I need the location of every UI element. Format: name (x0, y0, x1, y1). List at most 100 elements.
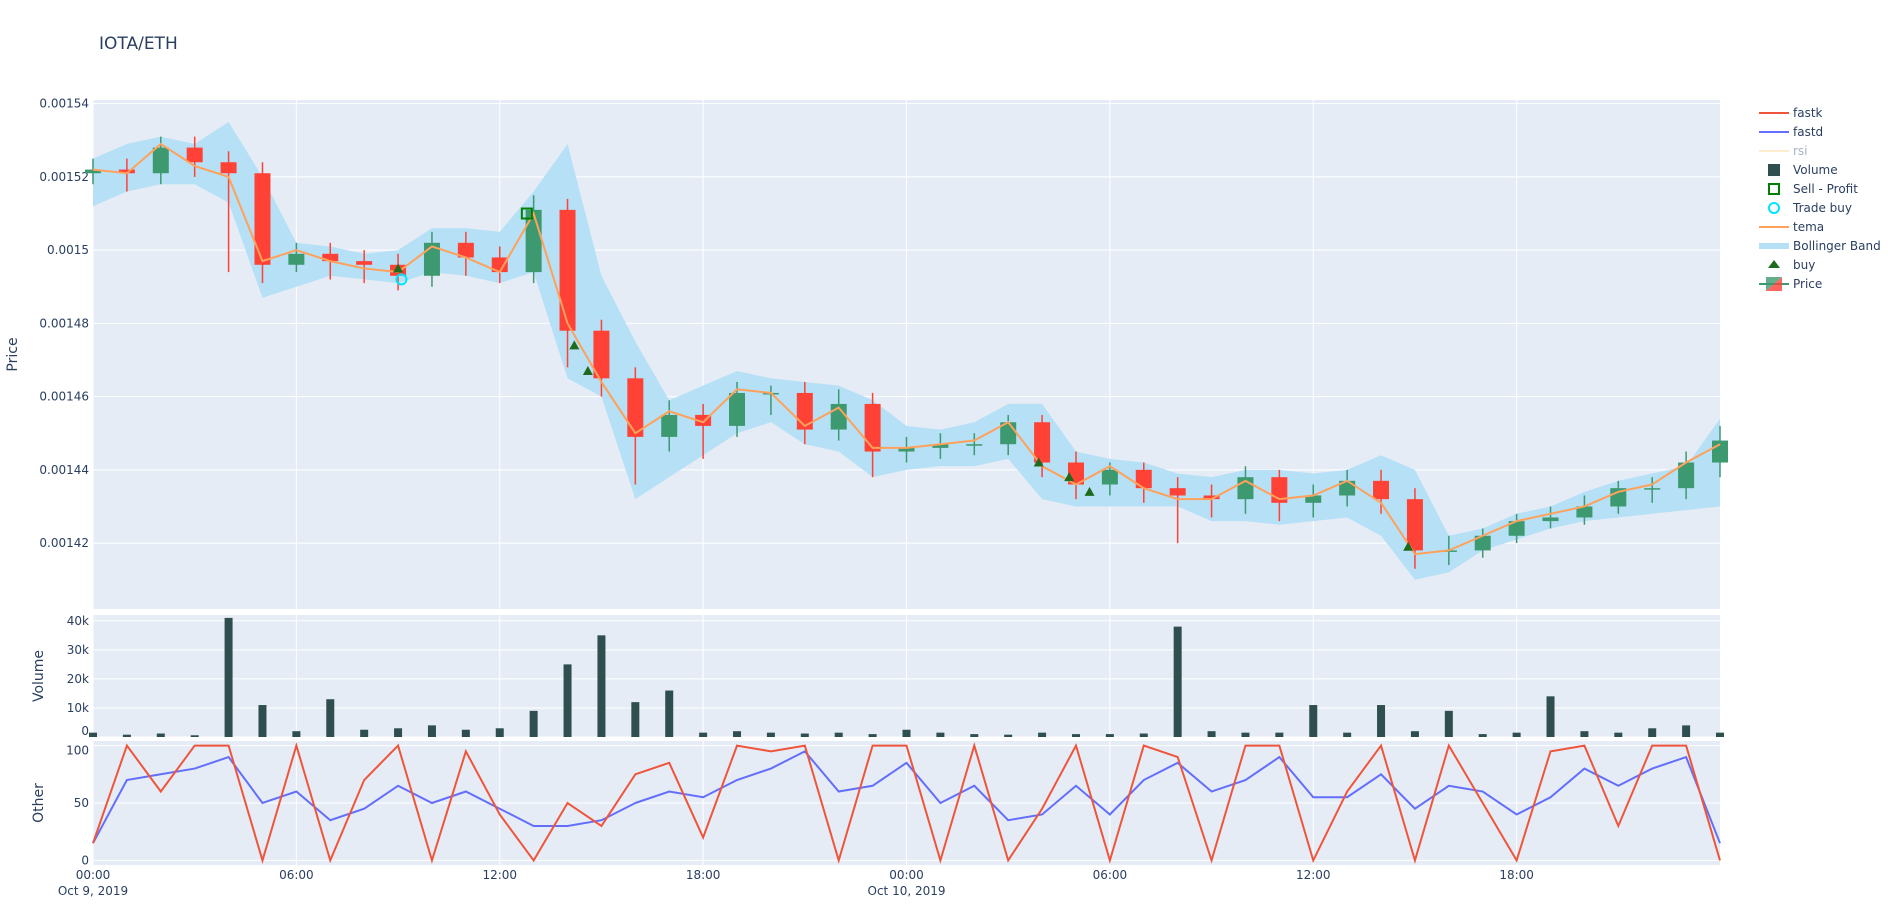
candle-body (423, 242, 440, 276)
legend-item-price[interactable]: Price (1759, 277, 1822, 291)
candle-body (356, 261, 373, 265)
volume-bar (1207, 731, 1216, 737)
price-y-tick-label: 0.00148 (39, 316, 89, 330)
volume-bar (360, 729, 369, 737)
candle (1101, 462, 1118, 496)
volume-bar (1512, 732, 1521, 737)
candle-body (1644, 488, 1661, 490)
volume-bar (495, 728, 504, 737)
candle-body (695, 414, 712, 426)
volume-bar (394, 728, 403, 737)
legend-label: buy (1793, 258, 1815, 272)
volume-bar (1241, 732, 1250, 737)
volume-bar (258, 705, 267, 737)
x-tick-date-label: Oct 10, 2019 (868, 884, 946, 898)
volume-bar (699, 732, 708, 737)
candle (186, 136, 203, 177)
candle (1474, 528, 1491, 558)
volume-bar (936, 732, 945, 737)
volume-bar (89, 732, 97, 737)
legend-square-icon (1768, 164, 1780, 176)
legend-item-rsi[interactable]: rsi (1759, 144, 1808, 158)
candle (898, 436, 915, 463)
candle-body (322, 253, 339, 262)
volume-bar (122, 734, 131, 737)
candle (1135, 462, 1152, 503)
legend-item-volume[interactable]: Volume (1768, 163, 1838, 177)
fastd-line (92, 750, 1721, 844)
price-y-tick-label: 0.00154 (39, 97, 89, 111)
volume-bar (1377, 705, 1386, 737)
legend-label: Volume (1793, 163, 1838, 177)
volume-axis-label: Volume (31, 650, 47, 702)
candle (1678, 451, 1695, 500)
volume-bar (766, 732, 775, 737)
volume-bar (292, 731, 301, 737)
price-y-tick-label: 0.00152 (39, 170, 89, 184)
buy-marker (582, 365, 593, 375)
candle-body (491, 257, 508, 273)
volume-bar (1275, 732, 1284, 737)
candle (1576, 495, 1593, 525)
volume-bar (834, 732, 843, 737)
legend-item-trade-buy[interactable]: Trade buy (1768, 201, 1852, 215)
price-y-tick-label: 0.00144 (39, 463, 89, 477)
candle-body (1203, 495, 1220, 500)
legend-band-icon (1759, 243, 1789, 249)
legend-item-buy[interactable]: buy (1768, 258, 1815, 272)
x-tick-label: 00:00 (76, 868, 111, 882)
volume-y-tick-label: 10k (67, 701, 89, 715)
legend-circle-icon (1768, 202, 1780, 214)
fastk-line (92, 742, 1721, 864)
chart-title: IOTA/ETH (99, 34, 178, 54)
x-tick-label: 12:00 (1296, 868, 1331, 882)
tema-line (92, 142, 1721, 556)
volume-bar (1173, 626, 1182, 737)
volume-bar (1648, 728, 1657, 737)
candle (457, 231, 474, 276)
buy-marker (1064, 472, 1075, 482)
volume-bar (427, 725, 436, 737)
legend-triangle-icon (1768, 260, 1780, 268)
volume-bar (1410, 731, 1419, 737)
legend-label: Price (1793, 277, 1822, 291)
sell-profit-marker (520, 207, 533, 220)
candle (491, 246, 508, 284)
candle-body (118, 169, 135, 174)
other-y-tick-label: 0 (81, 853, 89, 867)
legend-label: Trade buy (1792, 201, 1852, 215)
x-tick-label: 18:00 (1499, 868, 1534, 882)
candle-body (1101, 469, 1118, 485)
candle (118, 158, 135, 192)
volume-bar (1682, 725, 1691, 737)
volume-bar (970, 734, 979, 737)
price-y-tick-label: 0.0015 (47, 243, 89, 257)
legend-item-bollinger-band[interactable]: Bollinger Band (1759, 239, 1881, 253)
candle-body (627, 378, 644, 437)
candle-body (864, 403, 881, 452)
candle-body (593, 330, 610, 379)
x-tick-label: 00:00 (889, 868, 924, 882)
volume-bar (1105, 734, 1114, 737)
x-tick-label: 06:00 (279, 868, 314, 882)
legend-item-tema[interactable]: tema (1759, 220, 1824, 234)
legend-item-fastd[interactable]: fastd (1759, 125, 1823, 139)
candle-body (1712, 440, 1728, 463)
candle-body (898, 447, 915, 452)
legend-label: Bollinger Band (1793, 239, 1881, 253)
bollinger-band (93, 121, 1720, 580)
legend-item-sell-profit[interactable]: Sell - Profit (1768, 182, 1858, 196)
candle (1542, 506, 1559, 529)
candle-body (1034, 422, 1051, 463)
volume-bar (1478, 734, 1487, 737)
candle (1169, 477, 1186, 544)
legend-label: fastd (1793, 125, 1823, 139)
volume-bar (902, 729, 911, 737)
buy-marker (393, 263, 404, 273)
legend-item-fastk[interactable]: fastk (1759, 106, 1823, 120)
candle (932, 433, 949, 459)
volume-bar (1614, 732, 1623, 737)
volume-bar (597, 635, 606, 737)
candle-body (457, 242, 474, 258)
candle-body (1542, 517, 1559, 522)
